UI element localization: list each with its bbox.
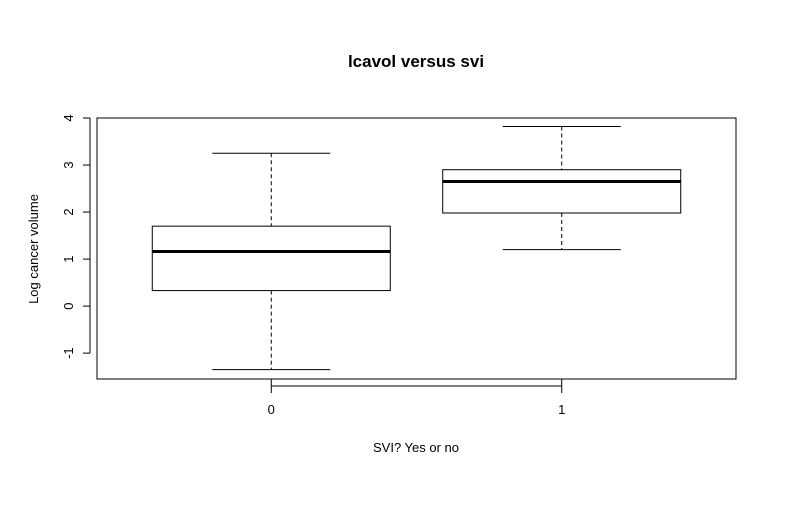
chart-title: lcavol versus svi bbox=[348, 52, 484, 71]
y-tick-label-5: 4 bbox=[61, 114, 76, 121]
boxes-group bbox=[151, 125, 682, 371]
y-axis: -1 0 1 2 3 4 bbox=[61, 114, 91, 359]
box-0 bbox=[151, 152, 391, 371]
y-tick-label-2: 1 bbox=[61, 255, 76, 262]
x-axis-label: SVI? Yes or no bbox=[373, 440, 459, 455]
plot-frame bbox=[96, 117, 737, 380]
x-tick-label-1: 1 bbox=[558, 402, 565, 417]
y-tick-label-3: 2 bbox=[61, 208, 76, 215]
y-tick-label-1: 0 bbox=[61, 302, 76, 309]
box-1 bbox=[442, 125, 682, 251]
x-tick-label-0: 0 bbox=[268, 402, 275, 417]
iqr-box-0 bbox=[151, 225, 391, 292]
y-tick-label-4: 3 bbox=[61, 161, 76, 168]
iqr-box-1 bbox=[442, 169, 682, 214]
y-tick-label-0: -1 bbox=[61, 347, 76, 359]
y-axis-label: Log cancer volume bbox=[26, 194, 41, 304]
